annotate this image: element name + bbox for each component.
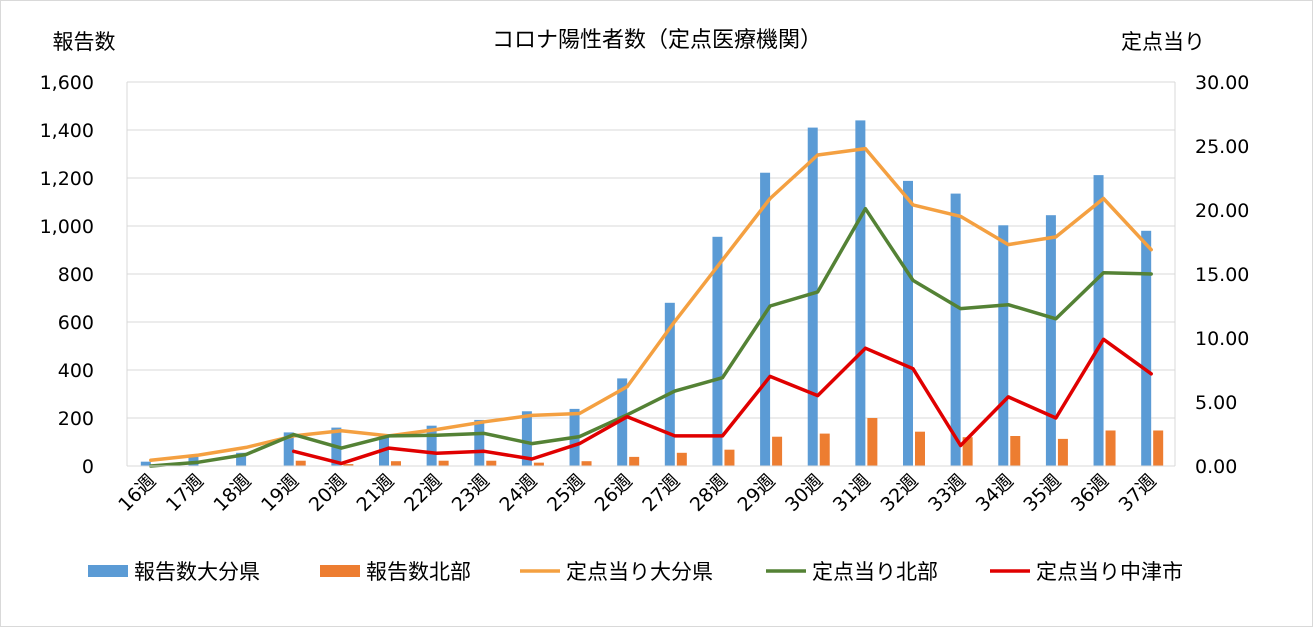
x-tick-label: 16週 [114, 470, 160, 516]
bar-hokubu [772, 436, 783, 466]
y-tick-label: 400 [58, 360, 94, 382]
x-tick-label: 21週 [352, 470, 398, 516]
line-series-1 [149, 206, 1153, 468]
bar-oita [283, 432, 294, 466]
bar-hokubu [867, 418, 878, 466]
y-tick-label: 0 [82, 456, 94, 478]
x-tick-label: 23週 [448, 470, 494, 516]
bar-hokubu [295, 460, 306, 466]
bar-oita [474, 419, 485, 466]
bar-hokubu [629, 456, 640, 466]
bar-oita [664, 302, 675, 466]
gridlines [127, 81, 1175, 419]
line-series-0 [149, 146, 1153, 462]
legend: 報告数大分県 報告数北部 定点当り大分県 定点当り北部 定点当り中津市 [88, 560, 1183, 584]
axes [126, 82, 1176, 467]
bar-hokubu [581, 461, 592, 466]
x-tick-label: 35週 [1019, 470, 1065, 516]
x-tick-label: 26週 [591, 470, 637, 516]
bars [140, 120, 1164, 467]
x-tick-label: 30週 [781, 470, 827, 516]
bar-hokubu [486, 460, 497, 466]
bar-hokubu [724, 449, 735, 466]
y-axis-ticks: 0 200 400 600 800 1,000 1,200 1,400 1,600 [40, 72, 94, 478]
bar-oita [950, 193, 961, 466]
x-tick-label: 37週 [1115, 470, 1161, 516]
x-tick-label: 20週 [305, 470, 351, 516]
bar-oita [807, 127, 818, 466]
y2-tick-label: 0.00 [1195, 456, 1237, 478]
bar-oita [855, 120, 866, 467]
y-tick-label: 1,600 [40, 72, 94, 94]
x-tick-label: 31週 [829, 470, 875, 516]
x-axis-ticks: 16週 17週 18週 19週 20週 21週 22週 23週 24週 25週 26週 27週 28週 2… [114, 470, 1160, 516]
bar-hokubu [343, 464, 354, 466]
x-tick-label: 28週 [686, 470, 732, 516]
x-tick-label: 34週 [972, 470, 1018, 516]
x-tick-label: 24週 [495, 470, 541, 516]
y-axis-label: 報告数 [53, 30, 116, 54]
y2-tick-label: 5.00 [1195, 392, 1237, 414]
bar-oita [1093, 175, 1104, 466]
bar-oita [236, 452, 247, 466]
x-tick-label: 32週 [876, 470, 922, 516]
y2-tick-label: 20.00 [1195, 200, 1249, 222]
x-tick-label: 29週 [734, 470, 780, 516]
legend-label: 定点当り中津市 [1036, 560, 1183, 584]
bar-oita [903, 180, 913, 466]
chart-title: コロナ陽性者数（定点医療機関） [492, 28, 822, 53]
x-tick-label: 27週 [638, 470, 684, 516]
x-tick-label: 18週 [210, 470, 256, 516]
x-tick-label: 25週 [543, 470, 589, 516]
bar-hokubu [915, 431, 925, 466]
lines [149, 146, 1153, 468]
bar-hokubu [1057, 438, 1068, 466]
bar-oita [617, 378, 628, 466]
bar-hokubu [438, 460, 449, 466]
bar-hokubu [1010, 436, 1021, 466]
y2-tick-label: 25.00 [1195, 136, 1249, 158]
bar-oita [1141, 230, 1152, 466]
legend-swatch [320, 565, 360, 577]
y2-axis-label: 定点当り [1121, 30, 1205, 54]
bar-hokubu [1105, 430, 1116, 466]
y-tick-label: 1,000 [40, 216, 94, 238]
y-tick-label: 800 [58, 264, 94, 286]
bar-oita [426, 425, 437, 466]
bar-oita [712, 236, 723, 466]
x-tick-label: 36週 [1067, 470, 1113, 516]
y-tick-label: 600 [58, 312, 94, 334]
bar-hokubu [819, 433, 830, 466]
x-tick-label: 19週 [257, 470, 303, 516]
legend-label: 報告数大分県 [134, 560, 260, 584]
y2-tick-label: 30.00 [1195, 72, 1249, 94]
bar-hokubu [533, 462, 544, 466]
x-tick-label: 33週 [924, 470, 970, 516]
line-series-2 [291, 337, 1153, 466]
y2-axis-ticks: 0.00 5.00 10.00 15.00 20.00 25.00 30.00 [1195, 72, 1249, 478]
x-tick-label: 22週 [400, 470, 446, 516]
legend-label: 定点当り大分県 [566, 560, 713, 584]
y-tick-label: 200 [58, 408, 94, 430]
y2-tick-label: 15.00 [1195, 264, 1249, 286]
legend-label: 報告数北部 [366, 560, 471, 584]
y-tick-label: 1,200 [40, 168, 94, 190]
bar-oita [760, 172, 771, 466]
bar-oita [1045, 215, 1056, 466]
legend-label: 定点当り北部 [812, 560, 938, 584]
x-tick-label: 17週 [162, 470, 208, 516]
bar-oita [140, 461, 151, 466]
bar-oita [521, 411, 532, 466]
legend-swatch [88, 565, 128, 577]
bar-hokubu [962, 437, 973, 466]
bar-hokubu [676, 452, 687, 466]
bar-hokubu [391, 461, 401, 466]
y2-tick-label: 10.00 [1195, 328, 1249, 350]
bar-hokubu [1153, 430, 1164, 466]
y-tick-label: 1,400 [40, 120, 94, 142]
bar-oita [998, 225, 1009, 466]
